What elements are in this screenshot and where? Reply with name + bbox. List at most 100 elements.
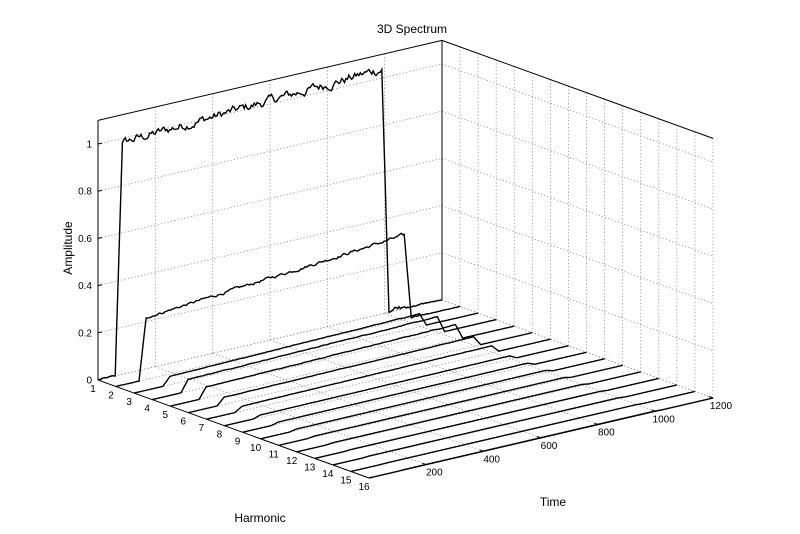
y-tick-mark	[350, 470, 356, 472]
z-tick-mark	[97, 331, 103, 334]
y-tick-label: 7	[199, 423, 205, 434]
x-tick-label: 400	[483, 454, 500, 465]
y-tick-mark	[152, 398, 157, 401]
x-tick-mark	[536, 436, 542, 439]
x-tick-mark	[594, 422, 599, 426]
chart-title: 3D Spectrum	[377, 22, 447, 36]
grid-line-floor	[224, 345, 569, 427]
grid-line-floor	[170, 325, 515, 407]
y-tick-mark	[134, 391, 139, 394]
y-tick-mark	[260, 437, 265, 440]
series-line-harmonic-7	[206, 338, 551, 420]
y-tick-label: 14	[322, 469, 334, 480]
z-tick-label: 1	[86, 140, 92, 151]
y-tick-mark	[170, 404, 175, 407]
z-tick-label: 0.2	[78, 328, 92, 339]
z-tick-label: 0.4	[78, 281, 92, 292]
series-line-harmonic-14	[332, 384, 678, 466]
series-line-harmonic-5	[170, 323, 515, 407]
y-tick-mark	[97, 378, 103, 381]
series-line-harmonic-12	[296, 371, 641, 453]
y-tick-mark	[115, 385, 121, 388]
x-tick-mark	[422, 462, 427, 466]
grid-lines	[97, 40, 714, 479]
z-tick-mark	[97, 189, 103, 192]
grid-line-floor	[269, 339, 542, 439]
series-line-harmonic-6	[188, 332, 533, 414]
tick-labels: 00.20.40.60.8112345678910111213141516200…	[78, 140, 732, 494]
y-tick-label: 16	[358, 482, 370, 493]
y-tick-label: 10	[250, 443, 262, 454]
series-line-harmonic-3	[133, 312, 479, 394]
grid-line-floor	[384, 312, 656, 412]
series-line-harmonic-13	[314, 377, 659, 460]
grid-line-floor	[327, 326, 599, 426]
series-lines	[97, 66, 714, 479]
grid-line-floor	[206, 338, 551, 420]
series-line-harmonic-1	[97, 66, 443, 381]
x-tick-label: 1000	[653, 414, 676, 425]
grid-line-floor	[242, 351, 587, 433]
grid-line-floor	[97, 299, 443, 381]
x-tick-label: 200	[426, 468, 443, 479]
z-tick-label: 0.6	[78, 234, 92, 245]
x-tick-mark	[479, 449, 484, 452]
series-line-harmonic-11	[278, 364, 623, 446]
grid-line-z	[441, 205, 714, 304]
grid-line-floor	[441, 299, 714, 399]
z-tick-mark	[97, 142, 103, 145]
y-tick-mark	[278, 443, 283, 446]
y-tick-label: 5	[162, 410, 168, 421]
y-tick-label: 8	[217, 430, 223, 441]
grid-line-z	[97, 205, 443, 286]
x-tick-mark	[708, 396, 714, 399]
z-axis-label: Amplitude	[61, 221, 75, 275]
grid-line-z	[97, 252, 443, 334]
box-edge	[441, 39, 714, 139]
y-tick-label: 4	[144, 404, 150, 415]
y-tick-label: 9	[235, 436, 241, 447]
x-tick-label: 1200	[710, 401, 733, 412]
y-tick-mark	[368, 476, 374, 479]
y-tick-label: 1	[90, 384, 96, 395]
y-tick-label: 12	[286, 456, 298, 467]
grid-line-floor	[296, 371, 641, 453]
series-line-harmonic-9	[242, 351, 587, 433]
series-line-harmonic-8	[224, 345, 569, 427]
grid-line-floor	[155, 366, 427, 466]
y-tick-mark	[188, 411, 193, 414]
z-tick-mark	[97, 237, 103, 239]
y-tick-label: 11	[268, 449, 279, 460]
z-tick-label: 0	[86, 376, 92, 387]
grid-line-z	[441, 158, 714, 257]
y-tick-mark	[242, 430, 247, 433]
y-tick-mark	[206, 417, 211, 420]
x-tick-label: 600	[541, 441, 558, 452]
grid-line-z	[441, 110, 714, 210]
series-line-harmonic-10	[260, 358, 605, 440]
x-axis-label: Time	[540, 495, 567, 509]
grid-line-floor	[278, 364, 623, 446]
z-tick-label: 0.8	[78, 187, 92, 198]
y-tick-label: 3	[126, 397, 132, 408]
series-line-harmonic-15	[350, 390, 696, 473]
y-tick-label: 6	[181, 417, 187, 428]
grid-line-floor	[212, 352, 484, 452]
grid-line-z	[97, 63, 443, 145]
grid-line-z	[97, 110, 443, 192]
grid-line-floor	[115, 306, 461, 387]
y-tick-label: 2	[108, 391, 114, 402]
series-line-harmonic-2	[115, 232, 461, 388]
grid-line-z	[441, 63, 714, 163]
y-tick-mark	[314, 457, 319, 459]
grid-line-z	[97, 158, 443, 239]
grid-line-floor	[134, 312, 479, 394]
x-tick-label: 800	[598, 428, 615, 439]
y-tick-mark	[296, 450, 301, 453]
y-tick-label: 15	[340, 475, 352, 486]
grid-line-floor	[260, 358, 605, 440]
x-tick-mark	[651, 409, 656, 412]
grid-line-z	[441, 252, 714, 352]
y-tick-label: 13	[304, 462, 316, 473]
